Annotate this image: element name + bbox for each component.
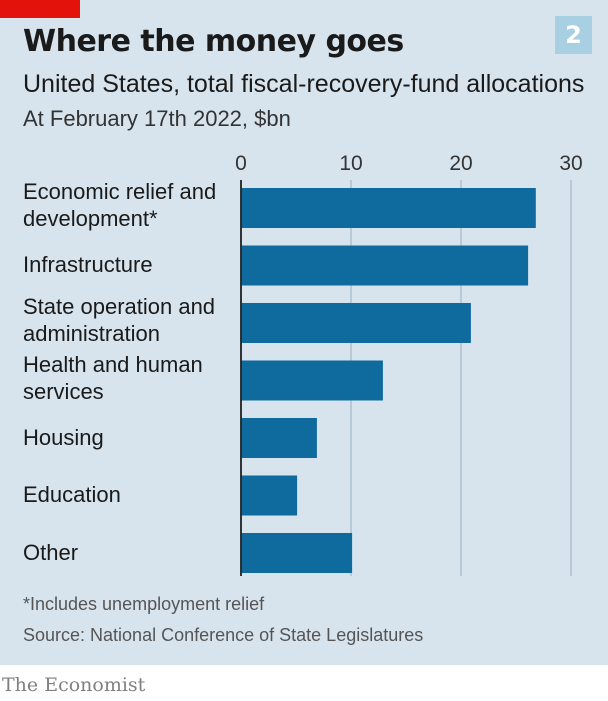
bar [241,533,353,573]
category-label-line: development* [23,206,158,231]
bar [241,418,317,458]
category-label-line: Infrastructure [23,252,153,277]
chart-units: At February 17th 2022, $bn [23,106,291,131]
x-tick-label: 0 [235,152,247,175]
category-label-line: Education [23,482,121,507]
category-label-line: administration [23,321,160,346]
chart-subtitle: United States, total fiscal-recovery-fun… [23,70,585,98]
category-label: State operation and administration [23,293,215,347]
bar [241,188,536,228]
category-label: Health and human services [23,351,203,405]
category-label: Economic relief and development* [23,178,216,232]
chart-number-badge: 2 [555,16,592,54]
x-tick-label: 30 [559,152,582,175]
x-tick-label: 10 [339,152,362,175]
bar [241,475,298,516]
brand-wordmark: The Economist [2,674,146,696]
category-label-line: State operation and [23,294,216,319]
chart-title: Where the money goes [23,24,404,59]
brand-red-tag [0,0,80,18]
category-label: Infrastructure [23,251,153,278]
source-note: Source: National Conference of State Leg… [23,625,424,645]
bar [241,303,471,343]
category-label-line: services [23,378,104,404]
bar [241,245,529,286]
bar [241,360,383,401]
footnote: *Includes unemployment relief [23,594,265,614]
category-label-line: Other [23,539,79,565]
category-label-line: Economic relief and [23,179,217,204]
category-label: Housing [23,424,104,451]
category-label-line: Housing [23,424,104,450]
x-tick-label: 20 [449,152,472,175]
category-label: Education [23,481,121,508]
category-label: Other [23,539,78,566]
bar-chart: 0 10 20 30 [235,152,583,576]
category-label-line: Health and human [23,351,203,377]
